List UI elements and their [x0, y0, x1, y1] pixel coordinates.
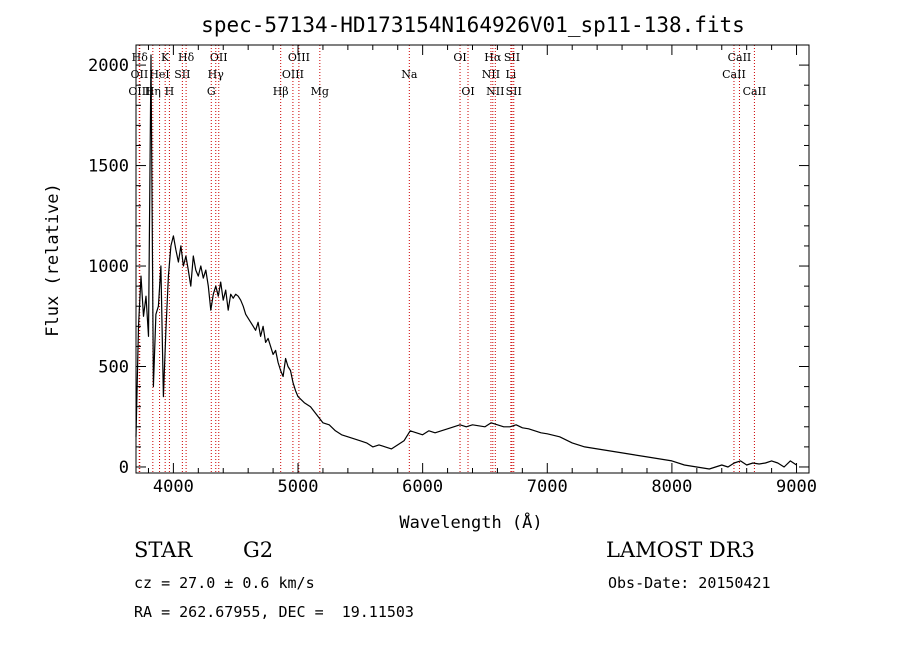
spectral-line-label: CaII — [728, 51, 752, 64]
chart-title: spec-57134-HD173154N164926V01_sp11-138.f… — [201, 13, 745, 37]
spectral-line-label: CaII — [722, 68, 746, 81]
spectral-line-markers: HδKHδOIIOIIIOIHαSIICaIIOIIHeISIIHγOIIINa… — [128, 45, 766, 473]
spectral-line-label: K — [161, 51, 170, 64]
spectral-line-label: OI — [461, 85, 474, 98]
spectrum-series — [135, 54, 797, 470]
spectral-line-label: Li — [505, 68, 516, 81]
spectral-line-label: Na — [401, 68, 418, 81]
spectral-line-label: SII — [506, 85, 522, 98]
y-tick-label: 1000 — [88, 257, 129, 277]
y-axis-label: Flux (relative) — [43, 183, 63, 337]
x-tick-label: 9000 — [776, 477, 817, 497]
plot-axes: 4000 5000 6000 7000 8000 9000 0 500 1000 1500 2000 — [88, 44, 817, 497]
x-tick-label: 5000 — [278, 477, 319, 497]
spectral-line-label: Hη — [145, 85, 161, 98]
coordinates-text: RA = 262.67955, DEC = 19.11503 — [134, 603, 414, 621]
spectral-line-label: CaII — [743, 85, 767, 98]
spectral-line-label: OII — [131, 68, 149, 81]
object-subclass: G2 — [243, 538, 274, 562]
y-tick-label: 1500 — [88, 157, 129, 177]
spectral-line-label: OI — [453, 51, 466, 64]
spectral-line-label: NII — [486, 85, 504, 98]
spectral-line-label: SII — [174, 68, 190, 81]
spectral-line-label: Mg — [311, 85, 329, 98]
spectral-line-label: Hα — [484, 51, 502, 64]
spectral-line-label: OII — [210, 51, 228, 64]
spectral-line-label: Hβ — [273, 85, 289, 98]
object-class: STAR — [134, 538, 193, 562]
x-tick-label: 8000 — [651, 477, 692, 497]
spectral-line-label: OIII — [282, 68, 304, 81]
spectral-line-label: SII — [504, 51, 520, 64]
y-tick-label: 2000 — [88, 56, 129, 76]
spectral-line-label: HeI — [149, 68, 169, 81]
spectrum-line — [135, 54, 797, 470]
x-axis-label: Wavelength (Å) — [399, 511, 542, 533]
spectral-line-label: Hγ — [208, 68, 225, 81]
spectral-line-label: OIII — [128, 85, 150, 98]
spectral-line-label: Hδ — [178, 51, 195, 64]
x-tick-label: 6000 — [402, 477, 443, 497]
redshift-text: cz = 27.0 ± 0.6 km/s — [134, 574, 315, 592]
y-tick-label: 0 — [119, 458, 129, 478]
spectral-line-label: H — [165, 85, 175, 98]
spectral-line-label: Hδ — [132, 51, 149, 64]
y-tick-label: 500 — [98, 358, 129, 378]
obs-date-text: Obs-Date: 20150421 — [608, 574, 771, 592]
spectral-line-label: NII — [482, 68, 500, 81]
plot-frame — [135, 44, 810, 474]
x-tick-label: 4000 — [153, 477, 194, 497]
x-tick-label: 7000 — [527, 477, 568, 497]
spectral-line-label: OIII — [288, 51, 310, 64]
spectral-line-label: G — [207, 85, 216, 98]
survey-name: LAMOST DR3 — [606, 538, 755, 562]
